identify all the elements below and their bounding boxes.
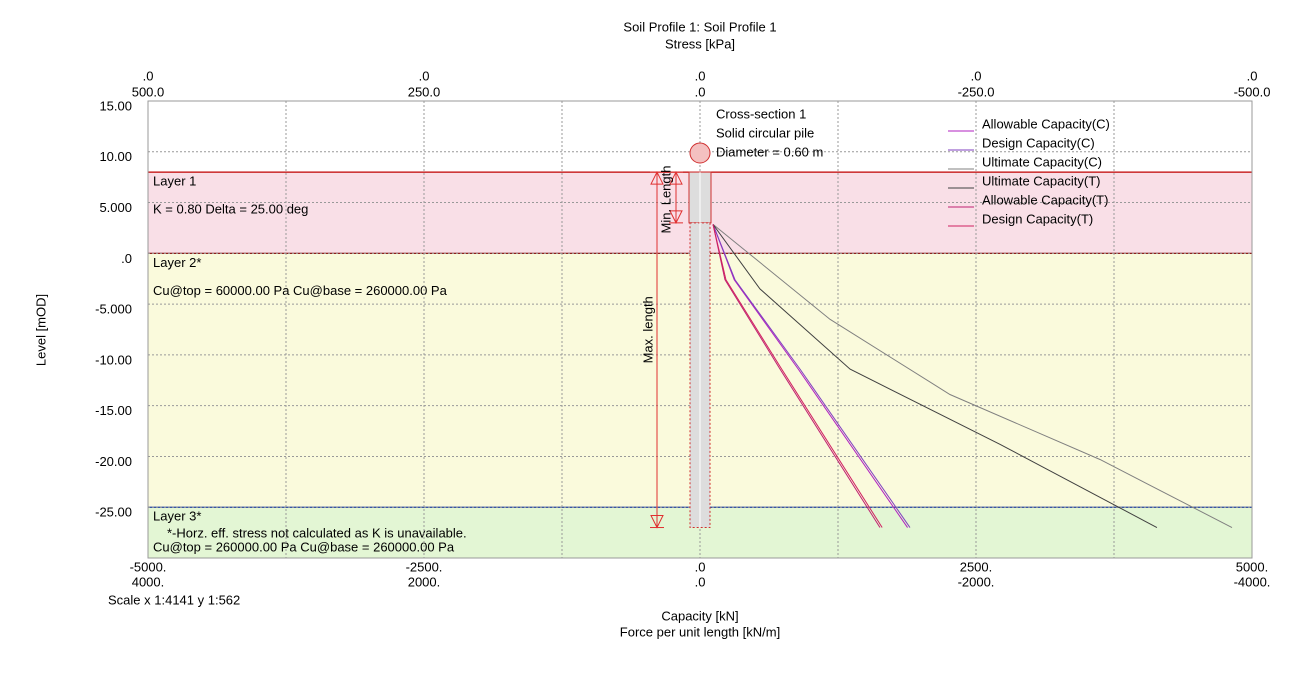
layer-description: Cu@top = 60000.00 Pa Cu@base = 260000.00… <box>153 283 448 298</box>
y-tick-label: -5.000 <box>95 302 132 317</box>
layer-description: K = 0.80 Delta = 25.00 deg <box>153 202 308 217</box>
layer-name: Layer 3* <box>153 509 201 524</box>
top-upper-label: .0 <box>1247 68 1258 83</box>
top-upper-label: .0 <box>971 68 982 83</box>
x-tick-label: .0 <box>695 559 706 574</box>
top-tick-label: 500.0 <box>132 84 165 99</box>
cross-section-text: Cross-section 1 <box>716 106 806 121</box>
pile-section <box>689 142 711 164</box>
top-upper-label: .0 <box>143 68 154 83</box>
y-tick-label: 5.000 <box>99 200 132 215</box>
capacity-curve <box>712 224 911 528</box>
x2-tick-label: -4000. <box>1234 574 1271 589</box>
y-tick-label: -25.00 <box>95 505 132 520</box>
x2-tick-label: -2000. <box>958 574 995 589</box>
top-tick-label: 250.0 <box>408 84 441 99</box>
y-tick-label: -10.00 <box>95 352 132 367</box>
layer-name: Layer 1 <box>153 174 196 189</box>
legend-label: Allowable Capacity(T) <box>982 192 1108 207</box>
top-upper-label: .0 <box>419 68 430 83</box>
max-length-label: Max. length <box>640 296 655 363</box>
scale-note: Scale x 1:4141 y 1:562 <box>108 592 240 607</box>
y-tick-label: -20.00 <box>95 454 132 469</box>
top-upper-label: .0 <box>695 68 706 83</box>
x-axis-title: Capacity [kN] <box>661 608 738 623</box>
y-tick-label: 10.00 <box>99 149 132 164</box>
top-axis-title: Stress [kPa] <box>665 36 735 51</box>
chart-title: Soil Profile 1: Soil Profile 1 <box>623 19 776 34</box>
capacity-curve <box>712 224 1158 528</box>
x-tick-label: -5000. <box>130 559 167 574</box>
legend-label: Ultimate Capacity(C) <box>982 154 1102 169</box>
legend-label: Design Capacity(T) <box>982 211 1093 226</box>
cross-section-text: Diameter = 0.60 m <box>716 144 823 159</box>
min-length-arrow-head <box>669 170 683 224</box>
top-tick-label: .0 <box>695 84 706 99</box>
capacity-curve <box>712 224 1233 528</box>
layer-name: Layer 2* <box>153 255 201 270</box>
legend-label: Design Capacity(C) <box>982 135 1095 150</box>
min-length-label: Min. Length <box>658 166 673 234</box>
max-length-arrow-head <box>650 170 664 529</box>
y-tick-label: 15.00 <box>99 98 132 113</box>
capacity-curve <box>712 224 883 528</box>
y-axis-title: Level [mOD] <box>33 294 48 366</box>
x2-axis-title: Force per unit length [kN/m] <box>620 624 780 639</box>
x-tick-label: 2500. <box>960 559 993 574</box>
cross-section-text: Solid circular pile <box>716 125 814 140</box>
layer-description: *-Horz. eff. stress not calculated as K … <box>167 526 467 541</box>
layer-description: Cu@top = 260000.00 Pa Cu@base = 260000.0… <box>153 540 455 555</box>
x2-tick-label: .0 <box>695 574 706 589</box>
y-tick-label: .0 <box>121 251 132 266</box>
x2-tick-label: 2000. <box>408 574 441 589</box>
x-tick-label: -2500. <box>406 559 443 574</box>
top-tick-label: -250.0 <box>958 84 995 99</box>
top-tick-label: -500.0 <box>1234 84 1271 99</box>
y-tick-label: -15.00 <box>95 403 132 418</box>
x2-tick-label: 4000. <box>132 574 165 589</box>
x-tick-label: 5000. <box>1236 559 1269 574</box>
legend-label: Ultimate Capacity(T) <box>982 173 1100 188</box>
legend-label: Allowable Capacity(C) <box>982 116 1110 131</box>
